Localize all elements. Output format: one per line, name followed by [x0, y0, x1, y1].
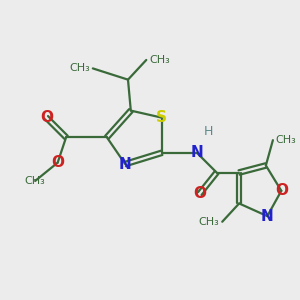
Text: N: N: [190, 145, 203, 160]
Text: N: N: [261, 208, 274, 224]
Text: N: N: [119, 157, 132, 172]
Text: CH₃: CH₃: [199, 217, 219, 227]
Text: O: O: [193, 186, 206, 201]
Text: O: O: [51, 155, 64, 170]
Text: O: O: [275, 183, 288, 198]
Text: S: S: [156, 110, 167, 125]
Text: CH₃: CH₃: [69, 63, 90, 74]
Text: CH₃: CH₃: [25, 176, 46, 186]
Text: CH₃: CH₃: [149, 55, 170, 65]
Text: CH₃: CH₃: [276, 135, 296, 145]
Text: O: O: [40, 110, 53, 125]
Text: H: H: [203, 125, 213, 138]
